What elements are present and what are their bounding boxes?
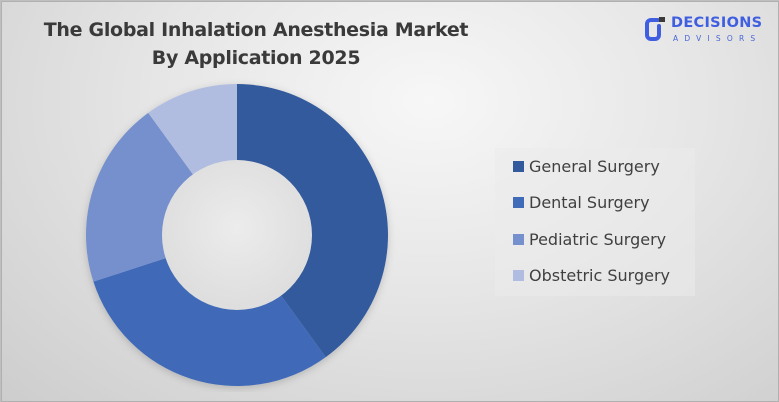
logo-mark-icon (645, 17, 665, 41)
logo-brand-text: DECISIONS (671, 15, 763, 31)
chart-legend: General Surgery Dental Surgery Pediatric… (495, 148, 695, 296)
donut-slice-dental-surgery (93, 235, 326, 386)
legend-item-obstetric-surgery: Obstetric Surgery (513, 263, 670, 287)
chart-title: The Global Inhalation Anesthesia Market … (2, 16, 510, 72)
legend-item-dental-surgery: Dental Surgery (513, 190, 650, 214)
title-line-2: By Application 2025 (151, 47, 361, 69)
legend-swatch (513, 233, 524, 245)
donut-chart (86, 84, 388, 386)
legend-swatch (513, 160, 524, 172)
legend-label: General Surgery (529, 156, 660, 176)
legend-label: Obstetric Surgery (529, 265, 671, 285)
legend-item-pediatric-surgery: Pediatric Surgery (513, 227, 666, 251)
title-line-1: The Global Inhalation Anesthesia Market (43, 19, 469, 41)
legend-label: Pediatric Surgery (529, 229, 667, 249)
legend-item-general-surgery: General Surgery (513, 154, 660, 178)
legend-swatch (513, 269, 524, 281)
logo-sub-text: ADVISORS (673, 34, 762, 43)
donut-hole (162, 160, 312, 310)
donut-slice-general-surgery (237, 84, 388, 358)
decisions-advisors-logo: DECISIONS ADVISORS (644, 14, 774, 48)
legend-swatch (513, 196, 524, 208)
legend-label: Dental Surgery (529, 192, 650, 212)
